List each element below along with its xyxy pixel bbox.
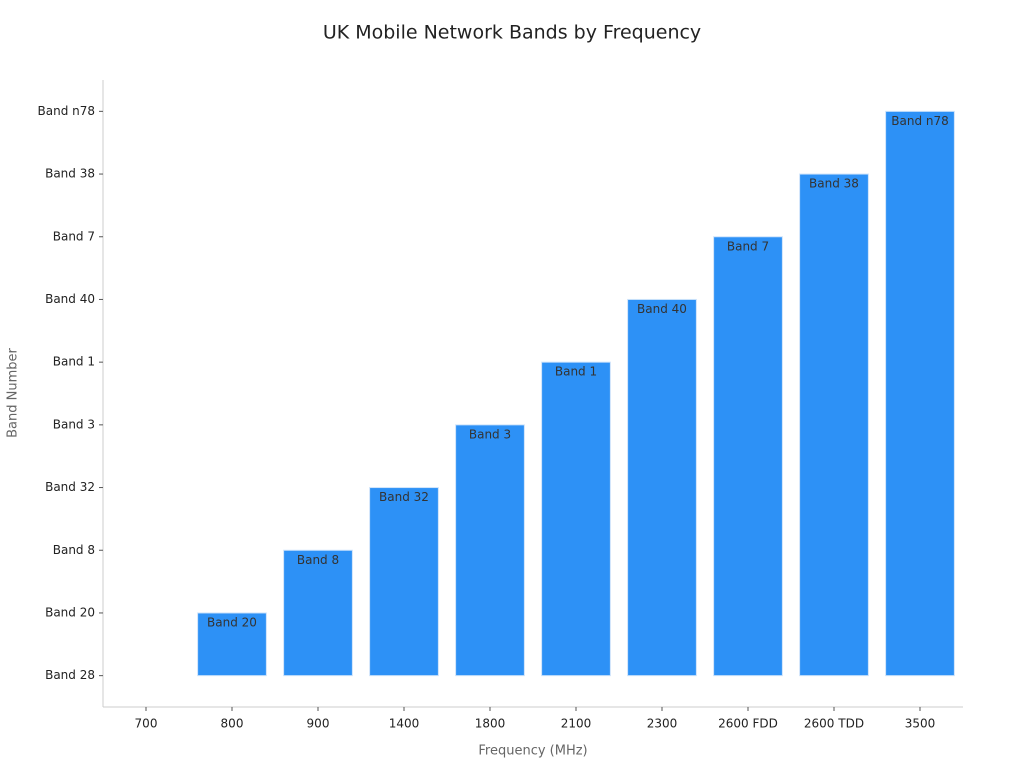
- data-label: Band 7: [727, 239, 769, 253]
- bar: [799, 173, 869, 677]
- data-label: Band 8: [297, 553, 339, 567]
- y-tick-label: Band 20: [45, 605, 95, 619]
- bar: [627, 298, 697, 677]
- data-label: Band 40: [637, 302, 687, 316]
- data-label: Band 32: [379, 490, 429, 504]
- y-tick-label: Band 1: [53, 355, 95, 369]
- bar: [885, 110, 955, 677]
- x-tick-label: 1800: [475, 717, 506, 731]
- x-axis-label: Frequency (MHz): [478, 744, 587, 759]
- y-tick-label: Band 38: [45, 167, 95, 181]
- x-tick-label: 2600 TDD: [804, 717, 864, 731]
- y-tick-label: Band 32: [45, 480, 95, 494]
- x-tick-label: 2100: [561, 717, 592, 731]
- y-tick-label: Band 8: [53, 543, 95, 557]
- x-tick-label: 800: [221, 717, 244, 731]
- data-label: Band 38: [809, 177, 859, 191]
- bar: [713, 236, 783, 677]
- bar: [283, 549, 353, 677]
- x-tick-label: 1400: [389, 717, 420, 731]
- y-tick-label: Band 7: [53, 229, 95, 243]
- bar: [541, 361, 611, 677]
- y-tick-label: Band 40: [45, 292, 95, 306]
- y-tick-label: Band n78: [38, 104, 96, 118]
- y-tick-label: Band 3: [53, 417, 95, 431]
- x-tick-label: 3500: [905, 717, 936, 731]
- x-tick-label: 900: [307, 717, 330, 731]
- x-tick-label: 2600 FDD: [718, 717, 778, 731]
- chart-title: UK Mobile Network Bands by Frequency: [323, 22, 701, 44]
- x-tick-label: 700: [135, 717, 158, 731]
- bar: [369, 487, 439, 677]
- y-axis-label: Band Number: [6, 347, 21, 437]
- data-label: Band 3: [469, 427, 511, 441]
- y-tick-label: Band 28: [45, 668, 95, 682]
- data-label: Band 1: [555, 365, 597, 379]
- data-label: Band n78: [891, 114, 949, 128]
- x-tick-label: 2300: [647, 717, 678, 731]
- data-label: Band 20: [207, 615, 257, 629]
- bar: [455, 424, 525, 677]
- bar: [197, 612, 267, 677]
